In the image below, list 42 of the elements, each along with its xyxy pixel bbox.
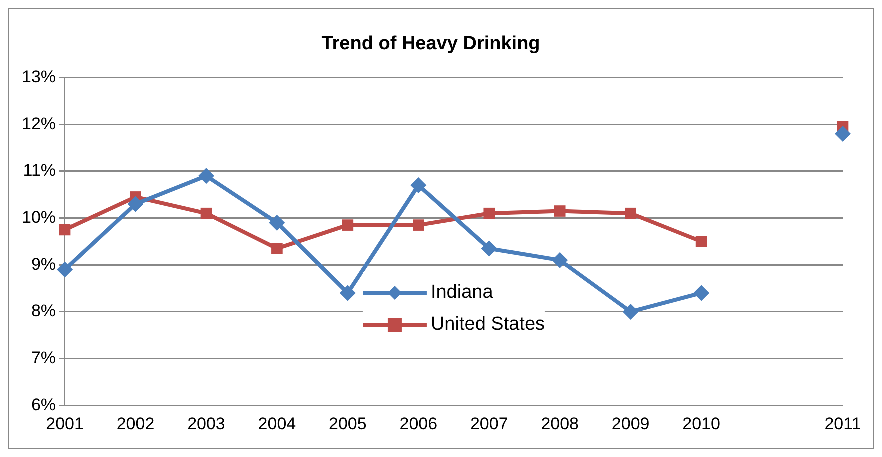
x-tick-label: 2011	[824, 414, 862, 434]
point	[340, 285, 356, 302]
x-tick-label: 2010	[682, 414, 720, 434]
point	[57, 262, 74, 278]
point	[481, 240, 498, 257]
y-tick-label: 8%	[31, 302, 56, 321]
point	[484, 208, 496, 220]
point	[59, 224, 71, 236]
x-tick-label: 2002	[116, 414, 155, 434]
point	[128, 196, 144, 212]
point	[272, 243, 283, 254]
y-tick-label: 13%	[22, 67, 56, 86]
y-tick-label: 6%	[31, 395, 56, 414]
point	[198, 168, 214, 184]
y-tick-label: 12%	[22, 114, 56, 134]
legend-label: United States	[430, 314, 546, 336]
point	[622, 304, 639, 320]
point	[342, 220, 354, 231]
x-tick-label: 2006	[400, 414, 438, 434]
point	[410, 178, 427, 194]
point	[554, 206, 566, 217]
point	[625, 208, 636, 220]
x-tick-label: 2001	[46, 414, 84, 434]
x-tick-label: 2008	[541, 414, 580, 434]
x-tick-label: 2009	[612, 414, 650, 434]
x-tick-label: 2007	[470, 414, 508, 434]
legend-label: Indiana	[430, 282, 494, 304]
point	[269, 214, 286, 231]
point	[694, 285, 710, 302]
y-tick-label: 11%	[23, 161, 56, 180]
x-tick-label: 2005	[329, 414, 367, 434]
point	[696, 236, 708, 248]
point	[552, 252, 568, 268]
point	[835, 126, 851, 142]
y-tick-label: 9%	[31, 254, 56, 274]
x-tick-label: 2004	[258, 414, 296, 434]
point	[200, 208, 212, 220]
chart-title: Trend of Heavy Drinking	[322, 34, 540, 55]
y-tick-label: 7%	[31, 348, 56, 368]
x-tick-label: 2003	[188, 414, 226, 434]
y-tick-label: 10%	[22, 208, 56, 227]
point	[412, 220, 424, 231]
